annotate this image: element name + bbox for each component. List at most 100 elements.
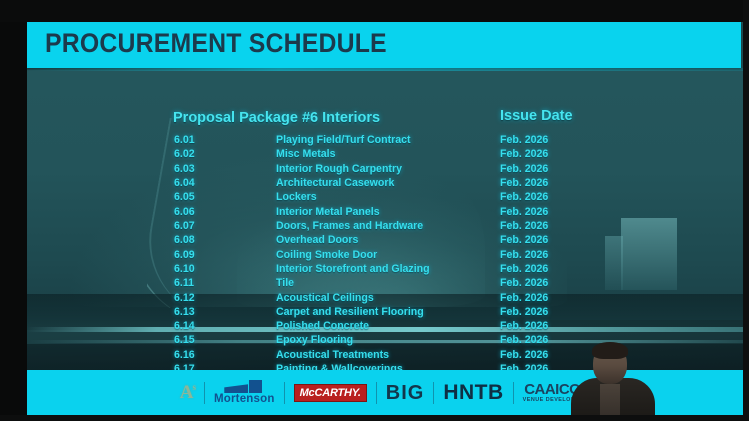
table-row: 6.06 Interior Metal Panels Feb. 2026 bbox=[27, 206, 745, 220]
caaicon-tagline: VENUE DEVELOPMENT bbox=[522, 397, 593, 404]
slide-canvas: PROCUREMENT SCHEDULE Proposal Package #6… bbox=[27, 22, 745, 416]
table-row: 6.14 Polished Concrete Feb. 2026 bbox=[27, 320, 745, 334]
mccarthy-wordmark: MᴄCARTHY. bbox=[299, 387, 361, 399]
table-row: 6.12 Acoustical Ceilings Feb. 2026 bbox=[27, 292, 745, 306]
logo-divider bbox=[375, 382, 377, 404]
cell-description: Lockers bbox=[276, 191, 317, 204]
cell-description: Playing Field/Turf Contract bbox=[276, 134, 411, 146]
render-city-tower bbox=[621, 218, 677, 290]
cell-package-code: 6.13 bbox=[174, 305, 195, 318]
cell-issue-date: Feb. 2026 bbox=[500, 248, 549, 261]
cell-package-code: 6.09 bbox=[174, 248, 195, 261]
presenter-hair bbox=[592, 342, 628, 359]
cell-description: Acoustical Treatments bbox=[276, 348, 390, 361]
presenter-silhouette bbox=[567, 342, 659, 416]
table-row: 6.07 Doors, Frames and Hardware Feb. 2026 bbox=[27, 220, 745, 234]
table-row: 6.08 Overhead Doors Feb. 2026 bbox=[27, 234, 745, 248]
column-header-issue-date: Issue Date bbox=[500, 108, 573, 124]
table-row: 6.09 Coiling Smoke Door Feb. 2026 bbox=[27, 249, 745, 263]
render-city-tower-small bbox=[605, 236, 623, 290]
logo-divider bbox=[512, 382, 514, 404]
cell-description: Interior Rough Carpentry bbox=[276, 162, 402, 175]
cell-description: Overhead Doors bbox=[276, 234, 359, 247]
cell-issue-date: Feb. 2026 bbox=[500, 348, 549, 361]
cell-package-code: 6.11 bbox=[174, 277, 195, 290]
cell-description: Carpet and Resilient Flooring bbox=[276, 305, 424, 318]
table-row: 6.13 Carpet and Resilient Flooring Feb. 20… bbox=[27, 306, 745, 320]
cell-description: Polished Concrete bbox=[276, 320, 370, 333]
page-title: PROCUREMENT SCHEDULE bbox=[45, 28, 387, 58]
cell-package-code: 6.10 bbox=[174, 262, 195, 275]
cell-package-code: 6.16 bbox=[174, 348, 195, 361]
presenter-shirt bbox=[600, 384, 620, 416]
cell-issue-date: Feb. 2026 bbox=[500, 148, 549, 161]
cell-issue-date: Feb. 2026 bbox=[500, 334, 549, 347]
athletics-letter: A bbox=[179, 382, 194, 403]
cell-package-code: 6.01 bbox=[174, 134, 195, 146]
logo-divider bbox=[283, 382, 285, 404]
cell-package-code: 6.05 bbox=[174, 191, 195, 204]
cell-package-code: 6.06 bbox=[174, 205, 195, 218]
cell-issue-date: Feb. 2026 bbox=[500, 191, 549, 204]
table-row: 6.01 Playing Field/Turf Contract Feb. 2026 bbox=[27, 134, 745, 148]
banner-glow bbox=[27, 68, 745, 71]
cell-issue-date: Feb. 2026 bbox=[500, 262, 549, 275]
room-frame-right bbox=[743, 0, 749, 421]
mortenson-mark-icon bbox=[224, 380, 264, 394]
cell-package-code: 6.14 bbox=[174, 320, 195, 333]
cell-issue-date: Feb. 2026 bbox=[500, 305, 549, 318]
table-row: 6.15 Epoxy Flooring Feb. 2026 bbox=[27, 334, 745, 348]
cell-issue-date: Feb. 2026 bbox=[500, 277, 549, 290]
cell-issue-date: Feb. 2026 bbox=[500, 320, 549, 333]
table-row: 6.04 Architectural Casework Feb. 2026 bbox=[27, 177, 745, 191]
room-frame-left bbox=[0, 0, 27, 421]
cell-description: Tile bbox=[276, 277, 295, 290]
room-frame-bottom bbox=[0, 415, 749, 421]
render-road-highlight-secondary bbox=[27, 340, 745, 343]
table-row: 6.03 Interior Rough Carpentry Feb. 2026 bbox=[27, 163, 745, 177]
table-row: 6.11 Tile Feb. 2026 bbox=[27, 277, 745, 291]
hntb-wordmark: HNTB bbox=[443, 381, 504, 404]
mortenson-wordmark: Mortenson bbox=[214, 393, 275, 406]
logo-divider bbox=[204, 382, 205, 404]
cell-description: Interior Metal Panels bbox=[276, 205, 380, 218]
cell-package-code: 6.08 bbox=[174, 234, 195, 247]
cell-issue-date: Feb. 2026 bbox=[500, 134, 549, 146]
room-frame-top bbox=[0, 0, 749, 22]
cell-description: Interior Storefront and Glazing bbox=[276, 262, 430, 275]
cell-package-code: 6.03 bbox=[174, 162, 195, 175]
cell-description: Epoxy Flooring bbox=[276, 334, 354, 347]
table-row: 6.05 Lockers Feb. 2026 bbox=[27, 191, 745, 205]
big-wordmark: BIG bbox=[385, 381, 425, 404]
table-row: 6.02 Misc Metals Feb. 2026 bbox=[27, 148, 745, 162]
cell-description: Architectural Casework bbox=[276, 176, 395, 189]
athletics-superscript: s bbox=[192, 382, 195, 392]
cell-issue-date: Feb. 2026 bbox=[500, 162, 549, 175]
cell-package-code: 6.07 bbox=[174, 219, 195, 232]
cell-description: Misc Metals bbox=[276, 148, 336, 161]
cell-issue-date: Feb. 2026 bbox=[500, 176, 549, 189]
cell-description: Coiling Smoke Door bbox=[276, 248, 378, 261]
cell-description: Acoustical Ceilings bbox=[276, 291, 374, 304]
cell-package-code: 6.15 bbox=[174, 334, 195, 347]
title-banner: PROCUREMENT SCHEDULE bbox=[27, 22, 741, 68]
logo-mortenson: Mortenson bbox=[214, 376, 275, 410]
render-treeline bbox=[27, 294, 745, 330]
cell-package-code: 6.04 bbox=[174, 176, 195, 189]
logo-divider bbox=[433, 382, 435, 404]
procurement-schedule-table: Proposal Package #6 Interiors Issue Date… bbox=[27, 68, 745, 388]
cell-package-code: 6.02 bbox=[174, 148, 195, 161]
logo-hntb: HNTB bbox=[443, 376, 503, 410]
render-road-highlight bbox=[27, 327, 745, 332]
cell-issue-date: Feb. 2026 bbox=[500, 291, 549, 304]
cell-issue-date: Feb. 2026 bbox=[500, 234, 549, 247]
table-row: 6.16 Acoustical Treatments Feb. 2026 bbox=[27, 349, 745, 363]
cell-issue-date: Feb. 2026 bbox=[500, 205, 549, 218]
column-header-package: Proposal Package #6 Interiors bbox=[173, 110, 381, 126]
logo-big: BIG bbox=[386, 376, 425, 410]
table-row: 6.10 Interior Storefront and Glazing Feb. … bbox=[27, 263, 745, 277]
cell-package-code: 6.12 bbox=[174, 291, 195, 304]
cell-issue-date: Feb. 2026 bbox=[500, 219, 549, 232]
